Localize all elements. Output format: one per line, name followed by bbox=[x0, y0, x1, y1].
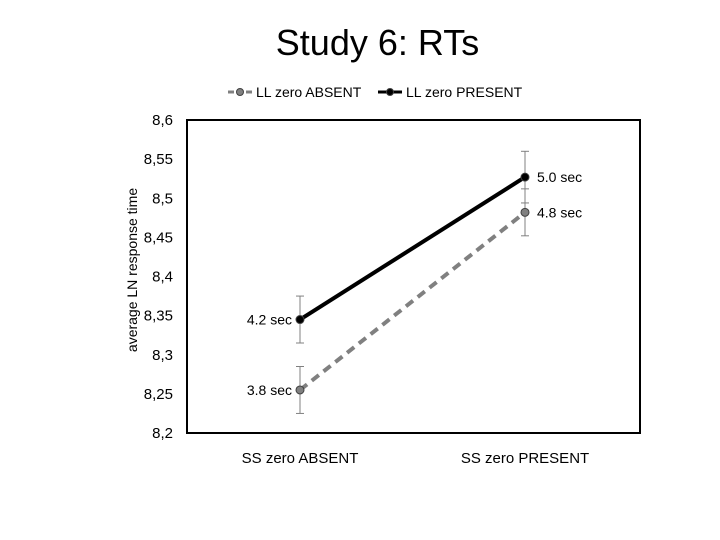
data-point bbox=[295, 385, 305, 395]
y-tick-label: 8,3 bbox=[152, 347, 173, 364]
legend-swatch-marker bbox=[386, 88, 394, 96]
slide-title: Study 6: RTs bbox=[275, 22, 480, 63]
chart-legend: LL zero ABSENT LL zero PRESENT bbox=[228, 84, 523, 100]
legend-swatch-marker bbox=[236, 88, 244, 96]
y-tick-label: 8,55 bbox=[144, 151, 173, 168]
y-tick-label: 8,6 bbox=[152, 112, 173, 129]
legend-label: LL zero ABSENT bbox=[256, 84, 362, 100]
series-line bbox=[298, 210, 527, 392]
y-tick-label: 8,2 bbox=[152, 425, 173, 442]
legend-label: LL zero PRESENT bbox=[406, 84, 523, 100]
y-tick-label: 8,5 bbox=[152, 190, 173, 207]
y-tick-label: 8,4 bbox=[152, 269, 173, 286]
data-label: 5.0 sec bbox=[537, 169, 582, 185]
series-line bbox=[298, 175, 527, 322]
series-layer: 3.8 sec 4.8 sec 4.2 sec 5.0 sec bbox=[247, 150, 582, 414]
y-tick-label: 8,45 bbox=[144, 229, 173, 246]
legend-item: LL zero ABSENT bbox=[228, 84, 362, 100]
x-category-label: SS zero ABSENT bbox=[242, 450, 359, 467]
y-tick-labels: 8,2 8,25 8,3 8,35 8,4 8,45 8,5 8,55 8,6 bbox=[144, 112, 173, 442]
data-point bbox=[520, 172, 530, 182]
data-label: 3.8 sec bbox=[247, 382, 292, 398]
y-tick-label: 8,25 bbox=[144, 386, 173, 403]
legend-item: LL zero PRESENT bbox=[378, 84, 523, 100]
data-point bbox=[295, 315, 305, 325]
x-category-label: SS zero PRESENT bbox=[461, 450, 589, 467]
y-tick-label: 8,35 bbox=[144, 308, 173, 325]
data-point bbox=[520, 207, 530, 217]
plot-area-frame bbox=[186, 119, 641, 434]
data-label: 4.8 sec bbox=[537, 204, 582, 220]
data-label: 4.2 sec bbox=[247, 312, 292, 328]
y-axis-label: average LN response time bbox=[124, 188, 140, 352]
series-2: 4.2 sec 5.0 sec bbox=[247, 150, 582, 344]
series-1: 3.8 sec 4.8 sec bbox=[247, 188, 582, 414]
x-tick-labels: SS zero ABSENT SS zero PRESENT bbox=[242, 450, 590, 467]
